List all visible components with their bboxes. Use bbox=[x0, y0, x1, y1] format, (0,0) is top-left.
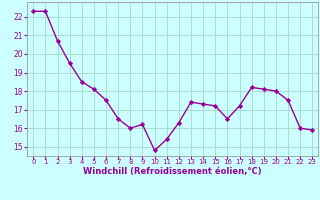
X-axis label: Windchill (Refroidissement éolien,°C): Windchill (Refroidissement éolien,°C) bbox=[84, 167, 262, 176]
